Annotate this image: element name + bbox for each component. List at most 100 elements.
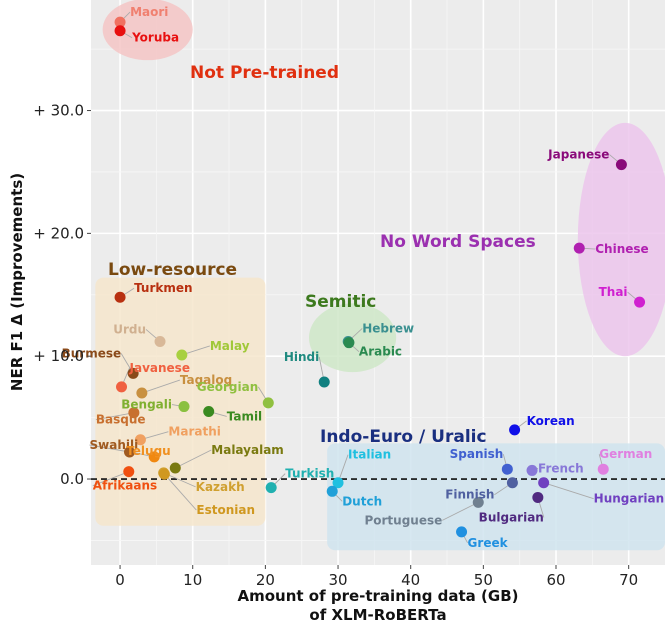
point-japanese	[615, 159, 627, 171]
point-turkish	[265, 482, 277, 494]
label-turkmen: Turkmen	[134, 281, 193, 295]
x-tick-label-10: 10	[183, 571, 202, 589]
point-estonian	[158, 468, 170, 480]
label-tagalog: Tagalog	[180, 373, 232, 387]
leader-hungarian	[543, 482, 594, 500]
point-portuguese	[472, 496, 484, 508]
point-bulgarian	[532, 491, 544, 503]
point-arabic	[343, 337, 355, 349]
label-telugu: Telugu	[126, 444, 171, 458]
label-japanese: Japanese	[547, 148, 609, 162]
data-points	[114, 16, 646, 538]
label-italian: Italian	[348, 448, 391, 462]
point-turkmen	[114, 291, 126, 303]
point-urdu	[154, 335, 166, 347]
point-yoruba	[114, 25, 126, 37]
x-axis-title-line2: of XLM-RoBERTa	[309, 606, 446, 624]
group-label-no-word-spaces: No Word Spaces	[380, 232, 536, 252]
label-urdu: Urdu	[113, 322, 146, 336]
x-axis-ticks: 0 10 20 30 40 50 60 70	[115, 565, 638, 589]
label-turkish: Turkish	[285, 467, 334, 481]
region-low-resource	[95, 277, 266, 526]
group-regions	[95, 0, 665, 551]
point-french	[526, 464, 538, 476]
point-hungarian	[538, 477, 550, 489]
point-burmese	[127, 367, 139, 379]
point-finnish	[506, 477, 518, 489]
label-maori: Maori	[130, 5, 168, 19]
point-tagalog	[136, 387, 148, 399]
y-tick-label-0: 0.0	[60, 470, 84, 488]
label-korean: Korean	[527, 414, 575, 428]
label-thai: Thai	[599, 285, 628, 299]
y-axis-ticks: 0.0 + 10.0 + 20.0 + 30.0	[33, 102, 91, 488]
point-basque	[128, 407, 140, 419]
point-tamil	[203, 405, 215, 417]
y-tick-label-20: + 20.0	[33, 224, 84, 242]
point-bengali	[178, 401, 190, 413]
point-maori	[114, 16, 126, 28]
label-finnish: Finnish	[445, 488, 494, 502]
leader-tagalog	[141, 379, 181, 394]
label-marathi: Marathi	[168, 425, 220, 439]
point-italian	[332, 477, 344, 489]
region-not-pre-trained	[102, 0, 193, 61]
leader-portuguese	[442, 501, 479, 521]
point-german	[597, 463, 609, 475]
label-dutch: Dutch	[342, 494, 382, 508]
x-tick-label-70: 70	[619, 571, 638, 589]
x-axis-title-line1: Amount of pre-training data (GB)	[237, 587, 518, 605]
label-tamil: Tamil	[227, 409, 262, 423]
point-korean	[509, 424, 521, 436]
y-axis-title: NER F1 Δ (Improvements)	[8, 173, 26, 391]
label-estonian: Estonian	[196, 503, 255, 517]
label-swahili: Swahili	[90, 438, 139, 452]
label-chinese: Chinese	[595, 242, 648, 256]
label-yoruba: Yoruba	[131, 31, 179, 45]
label-malay: Malay	[210, 339, 250, 353]
x-tick-label-40: 40	[401, 571, 420, 589]
y-tick-label-30: + 30.0	[33, 102, 84, 120]
x-tick-label-50: 50	[474, 571, 493, 589]
label-burmese: Burmese	[62, 346, 122, 360]
label-afrikaans: Afrikaans	[93, 479, 157, 493]
label-german: German	[599, 447, 652, 461]
point-chinese	[573, 242, 585, 254]
point-spanish	[501, 463, 513, 475]
point-malayalam	[169, 462, 181, 474]
x-tick-label-0: 0	[115, 571, 125, 589]
group-label-low-resource: Low-resource	[108, 260, 237, 280]
point-malay	[176, 349, 188, 361]
point-telugu	[148, 451, 160, 463]
label-arabic: Arabic	[359, 345, 402, 359]
point-georgian	[262, 397, 274, 409]
group-label-not-pre-trained: Not Pre-trained	[190, 63, 339, 83]
label-georgian: Georgian	[197, 380, 259, 394]
leader-basque	[95, 412, 134, 421]
label-greek: Greek	[468, 536, 509, 550]
point-afrikaans	[123, 466, 135, 478]
point-swahili	[124, 446, 136, 458]
label-portuguese: Portuguese	[364, 513, 442, 527]
region-indo-euro-uralic	[327, 443, 665, 551]
group-label-indo-euro-uralic: Indo-Euro / Uralic	[320, 427, 487, 447]
label-kazakh: Kazakh	[196, 480, 245, 494]
x-tick-label-20: 20	[256, 571, 275, 589]
x-tick-label-30: 30	[328, 571, 347, 589]
label-javanese: Javanese	[129, 361, 190, 375]
label-basque: Basque	[96, 413, 146, 427]
x-tick-label-60: 60	[546, 571, 565, 589]
label-hebrew: Hebrew	[362, 321, 414, 335]
label-spanish: Spanish	[450, 447, 504, 461]
point-hindi	[318, 376, 330, 388]
label-bengali: Bengali	[121, 398, 172, 412]
region-no-word-spaces	[577, 122, 665, 357]
label-french: French	[538, 461, 584, 475]
label-bulgarian: Bulgarian	[479, 510, 544, 524]
point-dutch	[326, 485, 338, 497]
label-hindi: Hindi	[284, 350, 319, 364]
group-labels: Not Pre-trained No Word Spaces Low-resourc…	[108, 63, 536, 447]
point-marathi	[134, 434, 146, 446]
point-labels: Maori Yoruba Japanese Chinese Thai Turkmen Urd…	[62, 5, 665, 550]
y-tick-label-10: + 10.0	[33, 347, 84, 365]
